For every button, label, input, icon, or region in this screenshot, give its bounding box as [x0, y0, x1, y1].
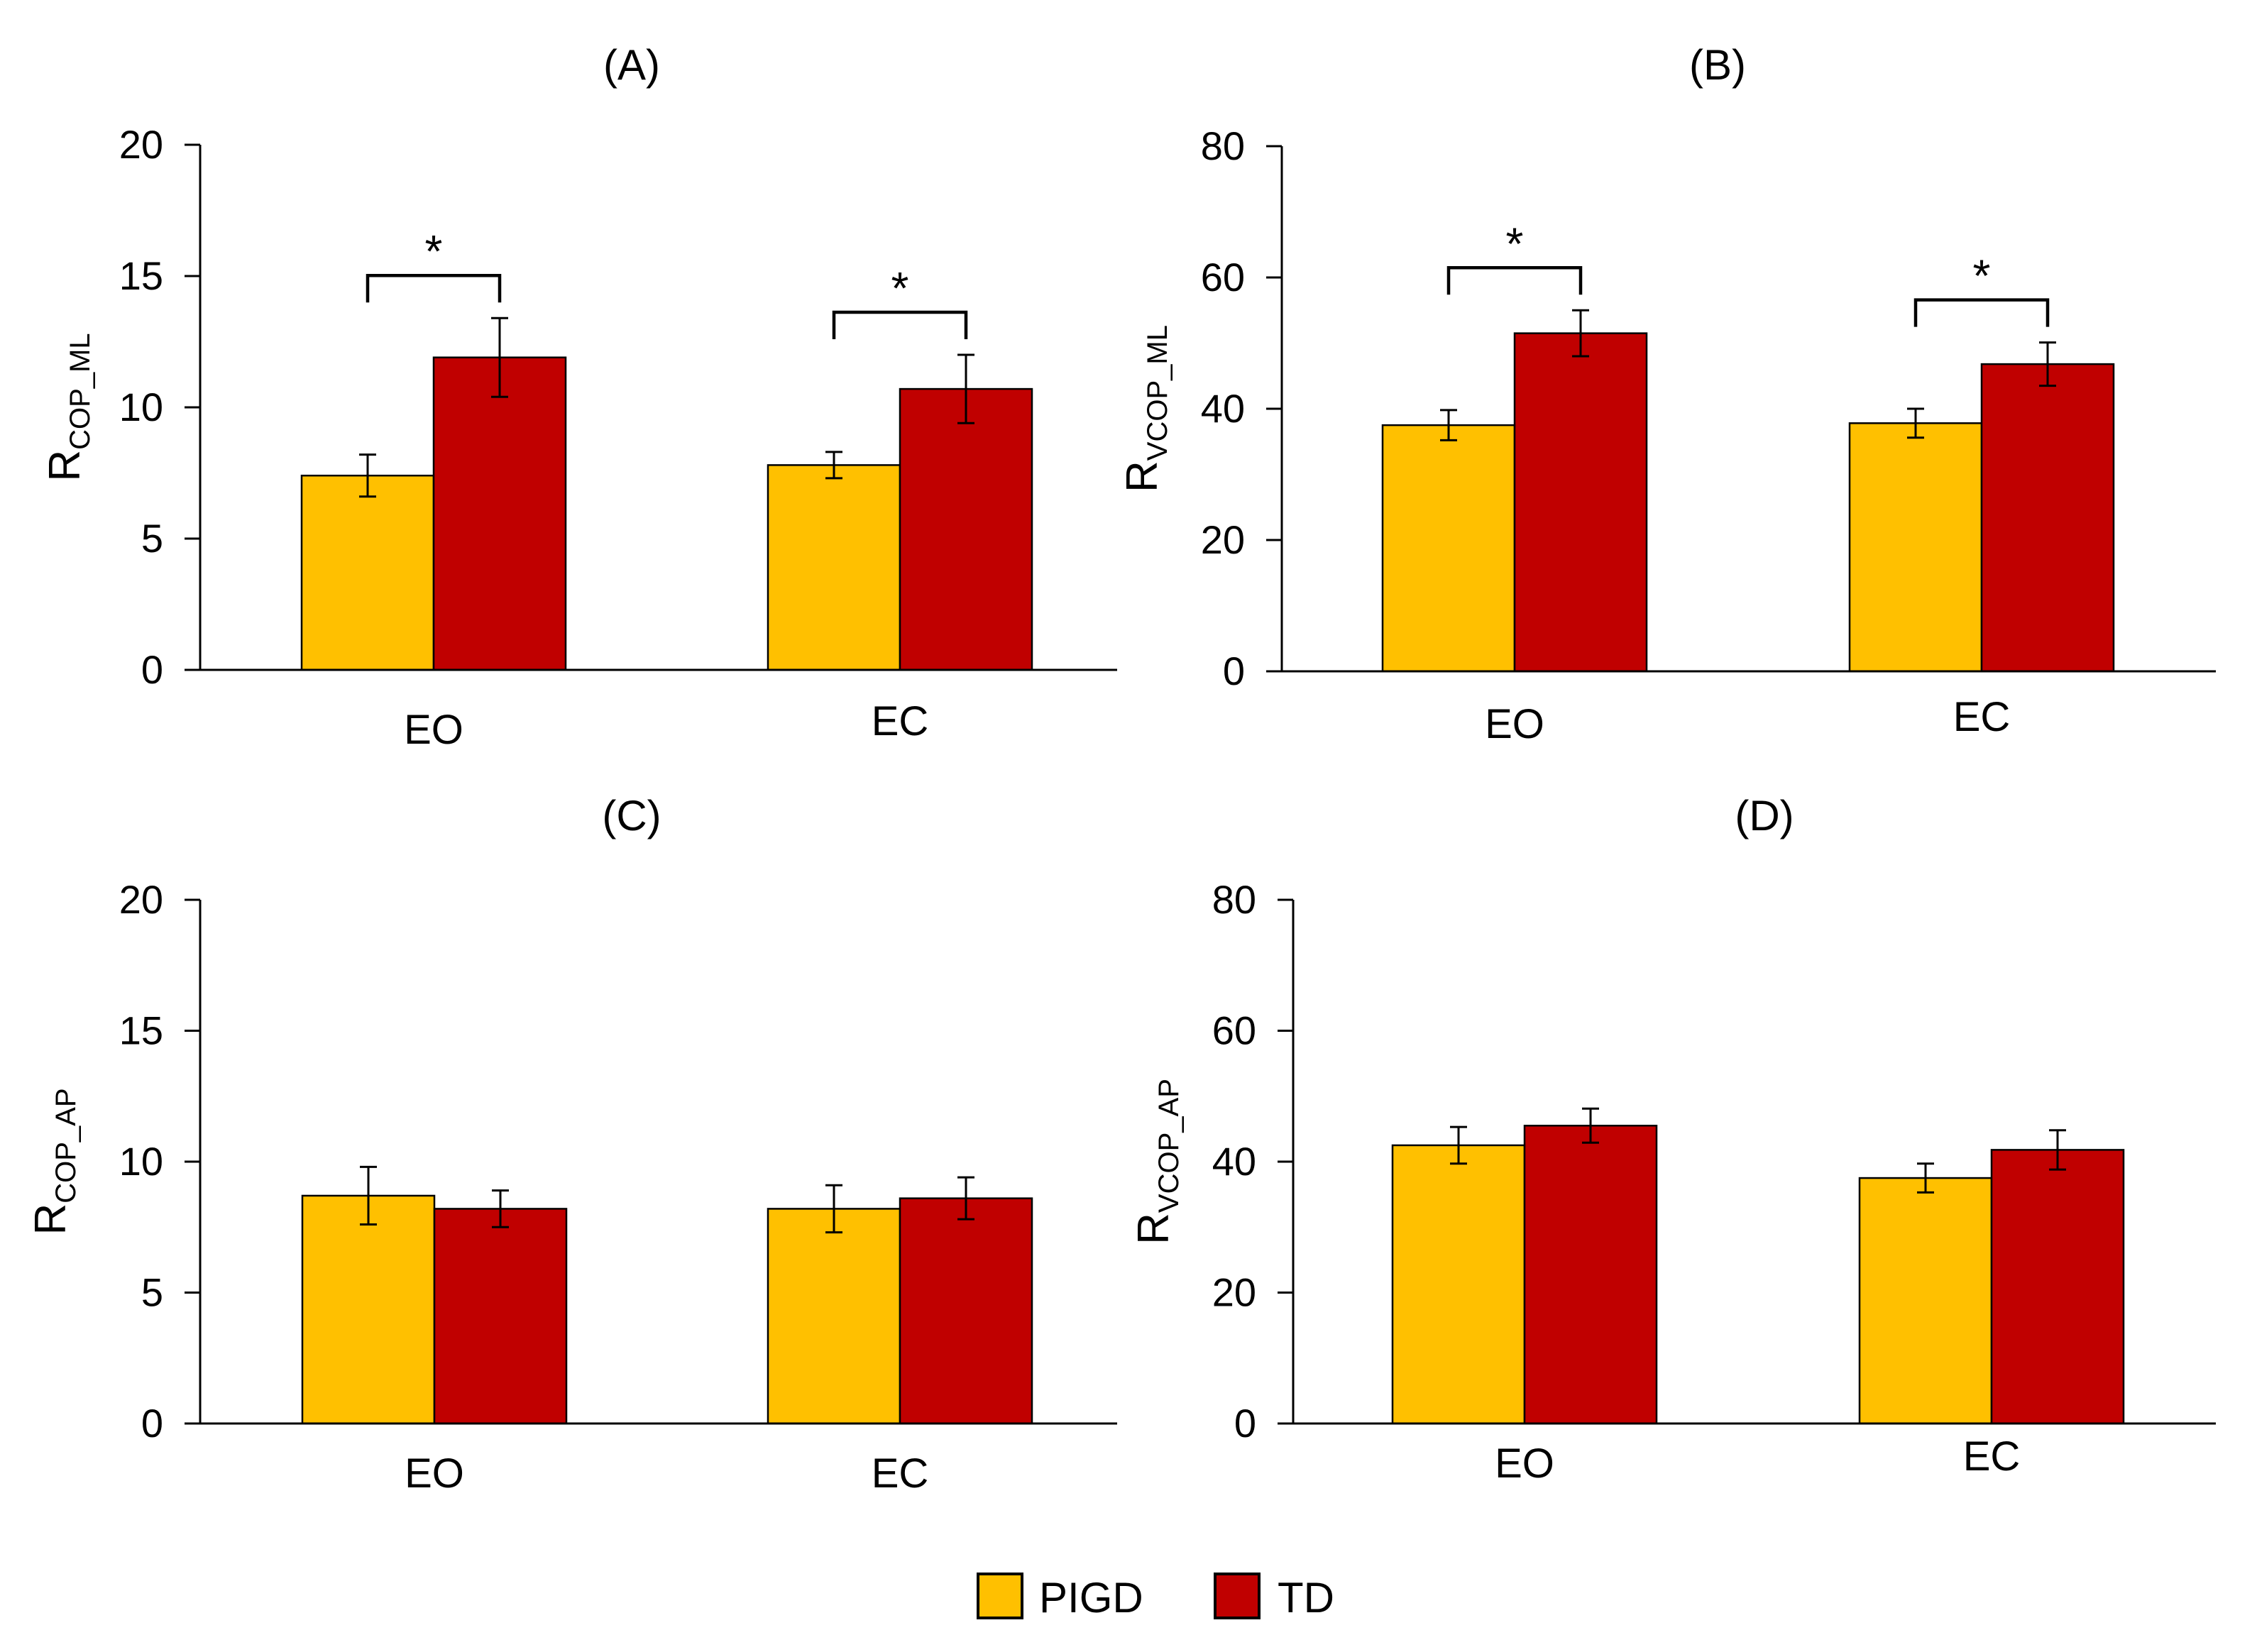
x-category-label: EC	[872, 1450, 929, 1497]
significance-star: *	[891, 263, 909, 314]
y-axis-label-main: R	[26, 1204, 75, 1235]
y-tick-label: 5	[141, 516, 163, 561]
y-axis-label-main: R	[1118, 461, 1167, 492]
legend-label-td: TD	[1278, 1574, 1334, 1621]
significance-bracket	[1446, 266, 1583, 295]
bar-pigd-eo	[1381, 424, 1516, 673]
bar-pigd-eo	[1391, 1144, 1526, 1425]
panel-title: (A)	[603, 41, 660, 89]
bar-td-eo	[433, 1208, 568, 1425]
y-axis-label: RCOP_ML	[40, 333, 96, 481]
bar-td-ec	[1990, 1149, 2125, 1425]
bar-td-eo	[1523, 1125, 1658, 1425]
bar-td-eo	[1513, 332, 1648, 673]
y-tick-label: 60	[1201, 255, 1245, 299]
y-axis-label-subscript: COP_AP	[50, 1088, 82, 1203]
panel-c: (C) RCOP_AP 0 5 10 15 20 EO EC	[26, 792, 1117, 1497]
x-category-label: EC	[1953, 694, 2011, 740]
panel-a: (A) RCOP_ML 0 5 10 15 20 EO EC * *	[40, 41, 1117, 753]
y-axis-label: RVCOP_ML	[1118, 325, 1173, 492]
legend-swatch-td	[1214, 1573, 1261, 1619]
y-tick-label: 15	[119, 253, 163, 298]
legend-swatch-pigd	[977, 1573, 1023, 1619]
y-tick-label: 10	[119, 385, 163, 429]
y-tick-label: 10	[119, 1139, 163, 1184]
y-axis-label-subscript: COP_ML	[65, 333, 96, 450]
x-category-label: EC	[872, 698, 929, 744]
y-tick-label: 0	[1234, 1401, 1256, 1446]
y-axis-label: RCOP_AP	[26, 1088, 82, 1235]
panel-d: (D) RVCOP_AP 0 20 40 60 80 EO EC	[1129, 792, 2216, 1487]
y-tick-label: 40	[1212, 1139, 1256, 1184]
y-tick-label: 0	[141, 1401, 163, 1446]
bar-pigd-ec	[767, 464, 901, 671]
panel-title: (D)	[1735, 792, 1794, 839]
y-tick-label: 80	[1212, 877, 1256, 922]
y-axis-label-subscript: VCOP_AP	[1153, 1079, 1185, 1213]
significance-bracket	[1913, 298, 2050, 327]
y-tick-label: 5	[141, 1270, 163, 1315]
significance-bracket	[366, 273, 502, 303]
significance-star: *	[425, 226, 443, 277]
y-tick-label: 20	[1201, 517, 1245, 562]
bar-pigd-ec	[767, 1208, 901, 1425]
panel-title: (C)	[602, 792, 661, 839]
bar-td-eo	[432, 356, 567, 671]
y-axis-label-main: R	[40, 450, 89, 482]
x-category-label: EO	[404, 707, 463, 753]
y-axis-label: RVCOP_AP	[1129, 1079, 1185, 1245]
bar-pigd-eo	[300, 474, 435, 671]
bar-td-ec	[899, 387, 1033, 671]
y-tick-label: 80	[1201, 123, 1245, 168]
y-tick-label: 20	[119, 877, 163, 922]
panel-title: (B)	[1689, 41, 1746, 89]
bar-pigd-ec	[1848, 422, 1983, 673]
bar-td-ec	[1980, 363, 2115, 673]
panel-b: (B) RVCOP_ML 0 20 40 60 80 EO EC * *	[1118, 41, 2216, 747]
significance-star: *	[1973, 250, 1991, 302]
bar-td-ec	[899, 1197, 1033, 1425]
y-tick-label: 15	[119, 1008, 163, 1053]
y-tick-label: 0	[141, 647, 163, 692]
significance-bracket	[832, 310, 968, 339]
bar-pigd-eo	[301, 1194, 436, 1425]
y-tick-label: 0	[1223, 649, 1245, 693]
y-tick-label: 20	[119, 122, 163, 167]
y-axis-label-subscript: VCOP_ML	[1142, 325, 1173, 461]
y-tick-label: 40	[1201, 386, 1245, 431]
x-category-label: EC	[1963, 1433, 2021, 1480]
y-axis-label-main: R	[1129, 1213, 1178, 1245]
x-category-label: EO	[405, 1450, 464, 1497]
y-tick-label: 60	[1212, 1008, 1256, 1053]
bar-pigd-ec	[1858, 1177, 1993, 1425]
x-category-label: EO	[1495, 1441, 1554, 1487]
legend: PIGD TD	[977, 1573, 1334, 1621]
x-category-label: EO	[1485, 701, 1544, 747]
legend-label-pigd: PIGD	[1039, 1574, 1143, 1621]
significance-star: *	[1506, 218, 1524, 269]
y-tick-label: 20	[1212, 1270, 1256, 1315]
